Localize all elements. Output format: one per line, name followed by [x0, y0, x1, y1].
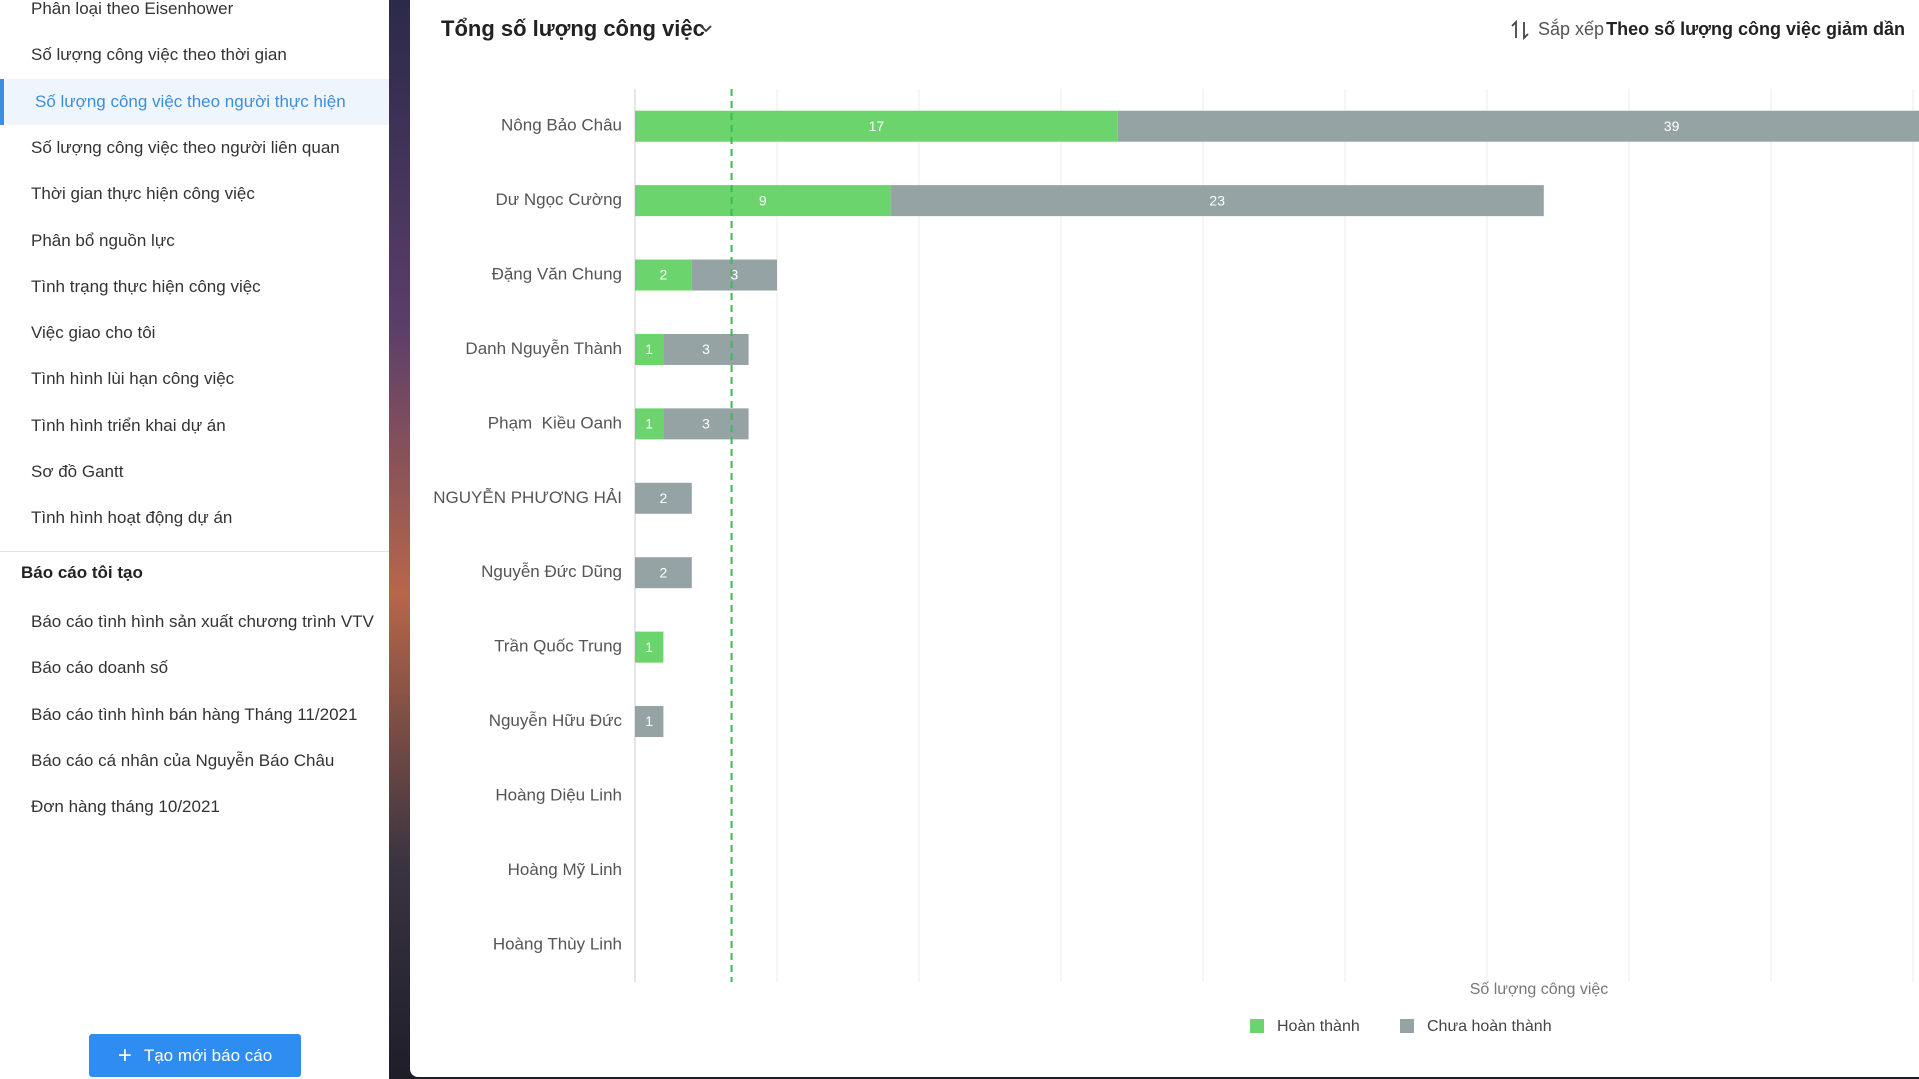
x-axis-label: Số lượng công việc [1470, 981, 1609, 998]
y-tick-label: Nông Bảo Châu [501, 116, 622, 135]
menu-item[interactable]: Tình hình triển khai dự án [31, 415, 226, 435]
bar-label: 3 [702, 416, 710, 432]
bar-label: 1 [645, 639, 653, 655]
bar-label: 1 [645, 416, 653, 432]
sort-label[interactable]: Sắp xếp [1538, 18, 1604, 39]
bar-label: 1 [645, 341, 653, 357]
bar-label: 23 [1209, 192, 1225, 208]
bar-segment [635, 333, 664, 365]
bar-segment [635, 185, 891, 217]
report-item[interactable]: Báo cáo doanh số [31, 658, 169, 678]
y-tick-label: Hoàng Diệu Linh [495, 785, 622, 804]
legend-swatch [1250, 1019, 1264, 1033]
button-label: Tạo mới báo cáo [143, 1046, 273, 1065]
bar-segment [635, 259, 692, 291]
legend-label: Hoàn thành [1277, 1018, 1360, 1035]
bar-label: 3 [731, 267, 739, 283]
menu-item[interactable]: Sơ đồ Gantt [31, 462, 124, 481]
report-item[interactable]: Báo cáo tình hình bán hàng Tháng 11/2021 [31, 704, 358, 724]
bar-label: 9 [759, 192, 767, 208]
menu-item[interactable]: Tình hình lùi hạn công việc [31, 369, 235, 389]
legend-swatch [1400, 1019, 1414, 1033]
bar-label: 2 [660, 564, 668, 580]
menu-item[interactable]: Việc giao cho tôi [31, 323, 156, 343]
bar-segment [890, 185, 1544, 217]
chart: Tổng số lượng công việc Sắp xếp Theo số … [433, 16, 1919, 1035]
y-tick-label: Phạm Kiều Oanh [488, 413, 622, 432]
report-item[interactable]: Đơn hàng tháng 10/2021 [31, 797, 220, 817]
bar-label: 39 [1664, 118, 1680, 134]
y-tick-label: Trần Quốc Trung [494, 637, 622, 656]
sidebar: Báo cáo tôi tạo + Tạo mới báo cáo Phân lo… [0, 0, 389, 1079]
bar-segment [635, 631, 664, 663]
report-item[interactable]: Báo cáo cá nhân của Nguyễn Báo Châu [31, 750, 335, 770]
menu-item[interactable]: Số lượng công việc theo người liên quan [31, 137, 340, 157]
sort-icon[interactable] [1511, 19, 1529, 41]
bar-label: 2 [660, 490, 668, 506]
bar-label: 3 [702, 341, 710, 357]
sort-value[interactable]: Theo số lượng công việc giảm dần [1606, 19, 1905, 39]
y-tick-label: Danh Nguyễn Thành [465, 339, 622, 358]
menu-item[interactable]: Tình trạng thực hiện công việc [31, 276, 261, 296]
bar-segment [1117, 110, 1919, 142]
menu-item[interactable]: Thời gian thực hiện công việc [31, 184, 255, 204]
bar-segment [663, 333, 749, 365]
y-tick-label: Hoàng Mỹ Linh [508, 860, 622, 879]
bar-segment [635, 408, 664, 440]
legend-label: Chưa hoàn thành [1427, 1018, 1552, 1035]
menu-item[interactable]: Số lượng công việc theo người thực hiện [0, 78, 389, 125]
divider [0, 551, 389, 552]
chart-title: Tổng số lượng công việc [441, 16, 705, 41]
bar-segment [635, 110, 1118, 142]
y-tick-label: NGUYỄN PHƯƠNG HẢI [433, 488, 622, 507]
bar-label: 17 [869, 118, 885, 134]
bar-segment [635, 557, 692, 589]
y-tick-label: Nguyễn Hữu Đức [489, 711, 623, 730]
title-dropdown[interactable] [700, 25, 712, 33]
y-tick-label: Hoàng Thùy Linh [493, 934, 622, 953]
y-tick-label: Đặng Văn Chung [492, 265, 622, 284]
report-item[interactable]: Báo cáo tình hình sản xuất chương trình … [31, 612, 374, 631]
y-tick-label: Dư Ngọc Cường [495, 190, 622, 209]
section-title: Báo cáo tôi tạo [21, 563, 143, 582]
menu-item[interactable]: Phân bổ nguồn lực [31, 230, 175, 250]
main-panel: Tổng số lượng công việc Sắp xếp Theo số … [410, 0, 1919, 1077]
create-button[interactable]: + Tạo mới báo cáo [89, 1034, 301, 1077]
bar-label: 2 [660, 267, 668, 283]
menu-item[interactable]: Số lượng công việc theo thời gian [31, 45, 287, 65]
bar-label: 1 [645, 713, 653, 729]
y-tick-label: Nguyễn Đức Dũng [481, 562, 622, 581]
bar-segment [635, 706, 664, 738]
menu-item[interactable]: Phân loại theo Eisenhower [31, 0, 234, 18]
bar-segment [635, 482, 692, 514]
bar-segment [663, 408, 749, 440]
menu-item[interactable]: Tình hình hoạt động dự án [31, 508, 233, 528]
bar-segment [691, 259, 777, 291]
